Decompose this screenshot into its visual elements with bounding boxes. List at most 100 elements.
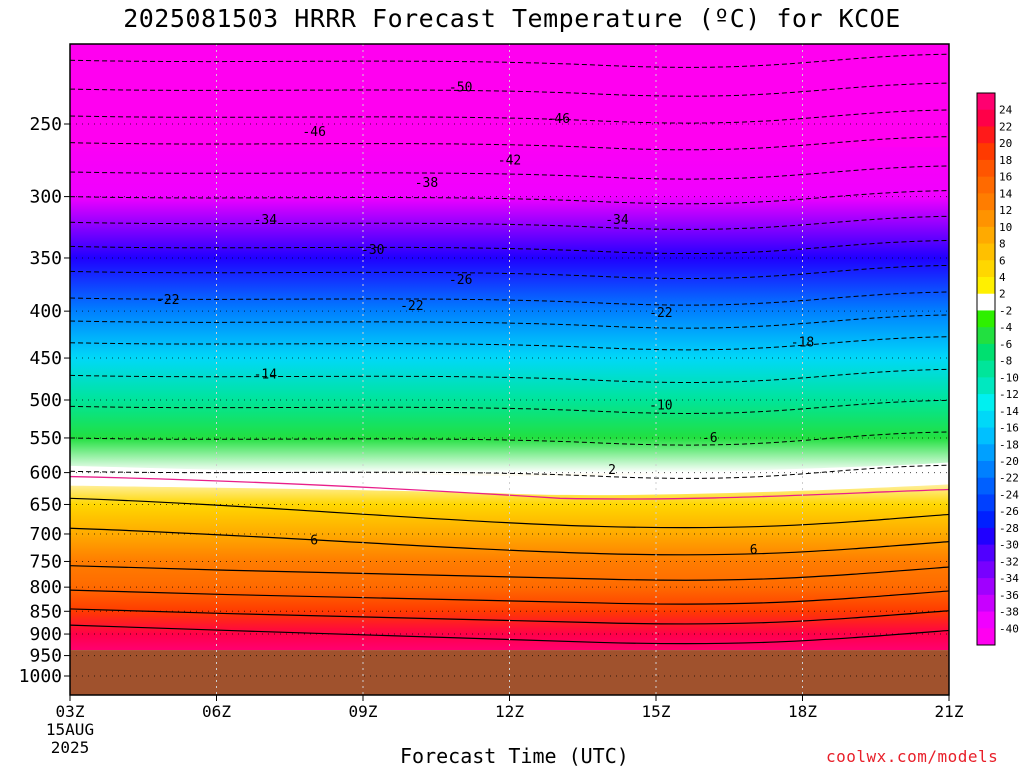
isotherm-dashed <box>70 399 949 414</box>
colorbar-tick-label: -4 <box>999 321 1013 334</box>
x-tick-label: 06Z <box>202 702 231 721</box>
y-tick-label: 500 <box>29 390 62 411</box>
colorbar-swatch <box>977 494 995 512</box>
colorbar-tick-label: -18 <box>999 438 1019 451</box>
credit-link[interactable]: coolwx.com/models <box>826 747 999 766</box>
colorbar-swatch <box>977 410 995 429</box>
colorbar-tick-label: -26 <box>999 505 1019 518</box>
colorbar-swatch <box>977 511 995 529</box>
colorbar-swatch <box>977 578 995 596</box>
colorbar-tick-label: 24 <box>999 104 1013 117</box>
colorbar-tick-label: -10 <box>999 371 1019 384</box>
colorbar-tick-label: -14 <box>999 405 1019 418</box>
contour-label: -46 <box>547 112 570 127</box>
isotherm-dashed <box>70 53 949 68</box>
y-tick-label: 950 <box>29 646 62 667</box>
contour-label: -34 <box>605 213 629 228</box>
colorbar-swatch <box>977 544 995 562</box>
y-tick-label: 300 <box>29 187 62 208</box>
colorbar-tick-label: 22 <box>999 120 1012 133</box>
isotherm-dashed <box>70 82 949 97</box>
colorbar-tick-label: -16 <box>999 422 1019 435</box>
colorbar-swatch <box>977 93 995 111</box>
contour-label: -18 <box>791 336 814 351</box>
contour-label: -22 <box>400 299 423 314</box>
colorbar-tick-label: 12 <box>999 204 1012 217</box>
colorbar-swatch <box>977 527 995 546</box>
contour-label: -38 <box>415 176 438 191</box>
contour-label: -46 <box>302 125 325 140</box>
contour-label: -50 <box>449 80 472 95</box>
colorbar-tick-label: -32 <box>999 555 1019 568</box>
y-tick-label: 400 <box>29 301 62 322</box>
colorbar-swatch <box>977 343 995 362</box>
y-axis-ticks: 2503003504004505005506006507007508008509… <box>19 114 70 687</box>
contour-label: -22 <box>156 293 179 308</box>
isotherm-solid <box>70 565 949 581</box>
isotherm-solid <box>70 624 949 645</box>
colorbar-swatch <box>977 477 995 495</box>
x-tick-label: 18Z <box>788 702 817 721</box>
colorbar-swatch <box>977 109 995 127</box>
colorbar-frame <box>976 92 996 646</box>
grid-lines <box>70 44 949 695</box>
y-tick-label: 650 <box>29 494 62 515</box>
x-tick-label: 15Z <box>642 702 671 721</box>
colorbar-swatch <box>977 394 995 412</box>
colorbar-tick-label: 10 <box>999 221 1012 234</box>
isotherm-dashed <box>70 464 949 479</box>
colorbar-swatch <box>977 377 995 395</box>
y-tick-label: 700 <box>29 524 62 545</box>
colorbar: 24 22 20 18 16 14 12 10 8 6 4 2 -2 -4 -6 -8 -10 -12 -14 -16… <box>976 92 1019 646</box>
colorbar-tick-label: -8 <box>999 355 1012 368</box>
colorbar-swatch <box>977 243 995 261</box>
colorbar-tick-label: -24 <box>999 488 1019 501</box>
colorbar-tick-label: -6 <box>999 338 1012 351</box>
contour-label: -30 <box>361 243 384 258</box>
y-tick-label: 600 <box>29 463 62 484</box>
colorbar-tick-label: -12 <box>999 388 1019 401</box>
colorbar-tick-label: 18 <box>999 154 1012 167</box>
colorbar-tick-label: -20 <box>999 455 1019 468</box>
isotherm-solid <box>70 497 949 529</box>
colorbar-tick-label: 4 <box>999 271 1006 284</box>
colorbar-tick-label: -38 <box>999 606 1019 619</box>
isotherm-dashed <box>70 109 949 124</box>
colorbar-tick-label: 8 <box>999 238 1006 251</box>
x-tick-label: 12Z <box>495 702 524 721</box>
contour-label: -14 <box>254 368 278 383</box>
colorbar-swatch <box>977 126 995 144</box>
colorbar-swatch <box>977 260 995 278</box>
contour-label: -10 <box>649 399 672 414</box>
colorbar-tick-label: -28 <box>999 522 1019 535</box>
isotherm-dashed <box>70 431 949 446</box>
isotherm-dashed <box>70 239 949 255</box>
x-tick-label: 21Z <box>935 702 964 721</box>
colorbar-swatch <box>977 193 995 211</box>
colorbar-swatch <box>977 310 995 328</box>
contour-label: 6 <box>310 534 318 549</box>
colorbar-swatch <box>977 561 995 579</box>
y-tick-label: 250 <box>29 114 62 135</box>
y-tick-label: 550 <box>29 428 62 449</box>
y-tick-label: 850 <box>29 601 62 622</box>
x-tick-year: 2025 <box>51 738 90 757</box>
colorbar-swatch <box>977 176 995 194</box>
colorbar-swatch <box>977 210 995 228</box>
isotherm-dashed <box>70 165 949 180</box>
freezing-line <box>70 475 949 500</box>
isotherm-dashed <box>70 190 949 205</box>
contour-label: -6 <box>702 431 718 446</box>
y-tick-label: 750 <box>29 551 62 572</box>
isotherm-solid <box>70 527 949 556</box>
contour-label: -34 <box>254 213 278 228</box>
freezing-band <box>70 462 949 496</box>
colorbar-tick-label: -22 <box>999 472 1019 485</box>
x-axis-label: Forecast Time (UTC) <box>400 744 629 768</box>
colorbar-swatch <box>977 461 995 479</box>
isotherm-dashed <box>70 264 949 280</box>
colorbar-swatch <box>977 277 995 295</box>
colorbar-swatch <box>977 226 995 245</box>
